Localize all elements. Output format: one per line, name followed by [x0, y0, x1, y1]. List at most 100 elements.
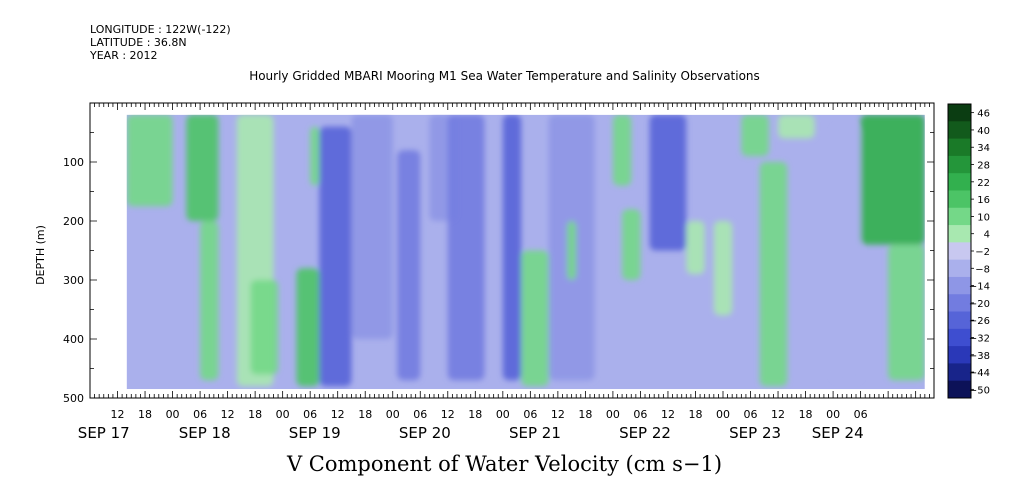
colorbar-label-7: 4 — [984, 230, 990, 241]
colorbar-label-5: 16 — [977, 195, 990, 206]
colorbar: 46 40 34 28 22 16 10 4 −2 −8 −14 −20 −26 −32 −38 −44 −50 — [947, 103, 990, 399]
x-tick-label-18: 00 — [606, 408, 620, 421]
x-tick-label-3: 06 — [193, 408, 207, 421]
colorbar-swatch-2 — [948, 138, 971, 157]
y-tick-label-100: 100 — [63, 156, 84, 169]
heatmap-regions — [126, 114, 925, 387]
x-tick-label-9: 18 — [358, 408, 372, 421]
heatmap-cell-9 — [397, 150, 421, 381]
x-tick-label-5: 18 — [248, 408, 262, 421]
x-tick-label-13: 18 — [468, 408, 482, 421]
heatmap-cell-6 — [310, 126, 320, 186]
colorbar-label-10: −14 — [969, 282, 990, 293]
heatmap-cell-17 — [622, 209, 641, 280]
heatmap-cell-7 — [319, 126, 352, 387]
colorbar-swatch-14 — [948, 346, 971, 364]
longitude-label: LONGITUDE : 122W(-122) — [90, 23, 231, 36]
colorbar-swatch-15 — [948, 363, 971, 382]
x-tick-label-8: 12 — [331, 408, 345, 421]
colorbar-label-11: −20 — [969, 299, 990, 310]
day-label-1: SEP 18 — [179, 424, 231, 442]
x-tick-label-21: 18 — [688, 408, 702, 421]
heatmap-field — [126, 114, 925, 390]
x-tick-label-12: 12 — [441, 408, 455, 421]
day-label-3: SEP 20 — [399, 424, 451, 442]
heatmap-cell-0 — [126, 114, 173, 207]
x-tick-label-10: 00 — [386, 408, 400, 421]
colorbar-label-8: −2 — [975, 247, 990, 258]
heatmap-cell-25 — [860, 114, 925, 245]
x-tick-label-2: 00 — [166, 408, 180, 421]
latitude-label: LATITUDE : 36.8N — [90, 36, 187, 49]
heatmap-cell-1 — [186, 114, 219, 221]
heatmap-cell-11 — [447, 114, 485, 381]
x-tick-label-6: 00 — [276, 408, 290, 421]
heatmap-cell-19 — [686, 221, 705, 275]
y-tick-label-200: 200 — [63, 215, 84, 228]
x-tick-label-4: 12 — [221, 408, 235, 421]
colorbar-label-3: 28 — [977, 161, 990, 172]
x-axis-ticks — [89, 103, 935, 398]
x-tick-label-11: 06 — [413, 408, 427, 421]
colorbar-swatch-13 — [948, 328, 971, 347]
colorbar-swatch-8 — [948, 242, 971, 261]
heatmap-cell-21 — [741, 114, 769, 157]
y-tick-label-500: 500 — [63, 392, 84, 405]
colorbar-label-4: 22 — [977, 178, 990, 189]
colorbar-label-15: −44 — [969, 368, 990, 379]
x-tick-label-27: 06 — [854, 408, 868, 421]
heatmap-cell-2 — [200, 221, 219, 381]
colorbar-label-16: −50 — [969, 385, 990, 396]
colorbar-swatch-0 — [948, 104, 971, 122]
day-label-0: SEP 17 — [78, 424, 130, 442]
colorbar-swatch-10 — [948, 276, 971, 295]
day-label-4: SEP 21 — [509, 424, 561, 442]
year-label: YEAR : 2012 — [90, 49, 158, 62]
colorbar-swatch-9 — [948, 259, 971, 278]
heatmap-cell-24 — [833, 126, 861, 381]
x-tick-label-20: 12 — [661, 408, 675, 421]
heatmap-cell-16 — [612, 114, 632, 186]
colorbar-label-12: −26 — [969, 316, 990, 327]
axes: 100 200 300 400 500 12 18 00 06 12 18 00 06 12 18 00 06 1… — [63, 102, 935, 442]
heatmap-cell-5 — [296, 268, 320, 387]
colorbar-swatch-7 — [948, 225, 971, 243]
y-axis-ticks — [90, 102, 934, 399]
day-label-7: SEP 24 — [812, 424, 864, 442]
day-label-2: SEP 19 — [289, 424, 341, 442]
x-tick-label-25: 18 — [799, 408, 813, 421]
colorbar-swatch-4 — [948, 173, 971, 191]
x-tick-label-14: 00 — [496, 408, 510, 421]
heatmap-cell-12 — [502, 114, 522, 381]
x-tick-label-24: 12 — [771, 408, 785, 421]
heatmap-cell-22 — [759, 162, 788, 387]
x-tick-label-23: 06 — [744, 408, 758, 421]
heatmap-cell-23 — [778, 114, 815, 139]
heatmap-cell-15 — [567, 221, 577, 280]
x-tick-label-16: 12 — [551, 408, 565, 421]
colorbar-swatch-1 — [948, 121, 971, 140]
x-tick-label-17: 18 — [578, 408, 592, 421]
colorbar-swatch-5 — [948, 190, 971, 209]
colorbar-swatch-11 — [948, 294, 971, 313]
plot-area — [126, 114, 925, 390]
day-label-6: SEP 23 — [729, 424, 781, 442]
heatmap-cell-8 — [351, 114, 393, 339]
heatmap-cell-4 — [250, 280, 279, 375]
x-tick-label-0: 12 — [111, 408, 125, 421]
y-tick-label-300: 300 — [63, 274, 84, 287]
colorbar-label-13: −32 — [969, 333, 990, 344]
colorbar-label-1: 40 — [977, 126, 990, 137]
heatmap-cell-26 — [888, 244, 925, 381]
x-tick-label-22: 00 — [716, 408, 730, 421]
colorbar-swatch-3 — [948, 155, 971, 174]
colorbar-label-9: −8 — [975, 264, 990, 275]
colorbar-swatch-6 — [948, 207, 971, 226]
colorbar-swatch-12 — [948, 311, 971, 330]
x-tick-label-19: 06 — [633, 408, 647, 421]
day-label-5: SEP 22 — [619, 424, 671, 442]
y-axis-label: DEPTH (m) — [34, 225, 47, 285]
y-tick-label-400: 400 — [63, 333, 84, 346]
colorbar-label-2: 34 — [977, 143, 990, 154]
x-tick-label-26: 00 — [826, 408, 840, 421]
